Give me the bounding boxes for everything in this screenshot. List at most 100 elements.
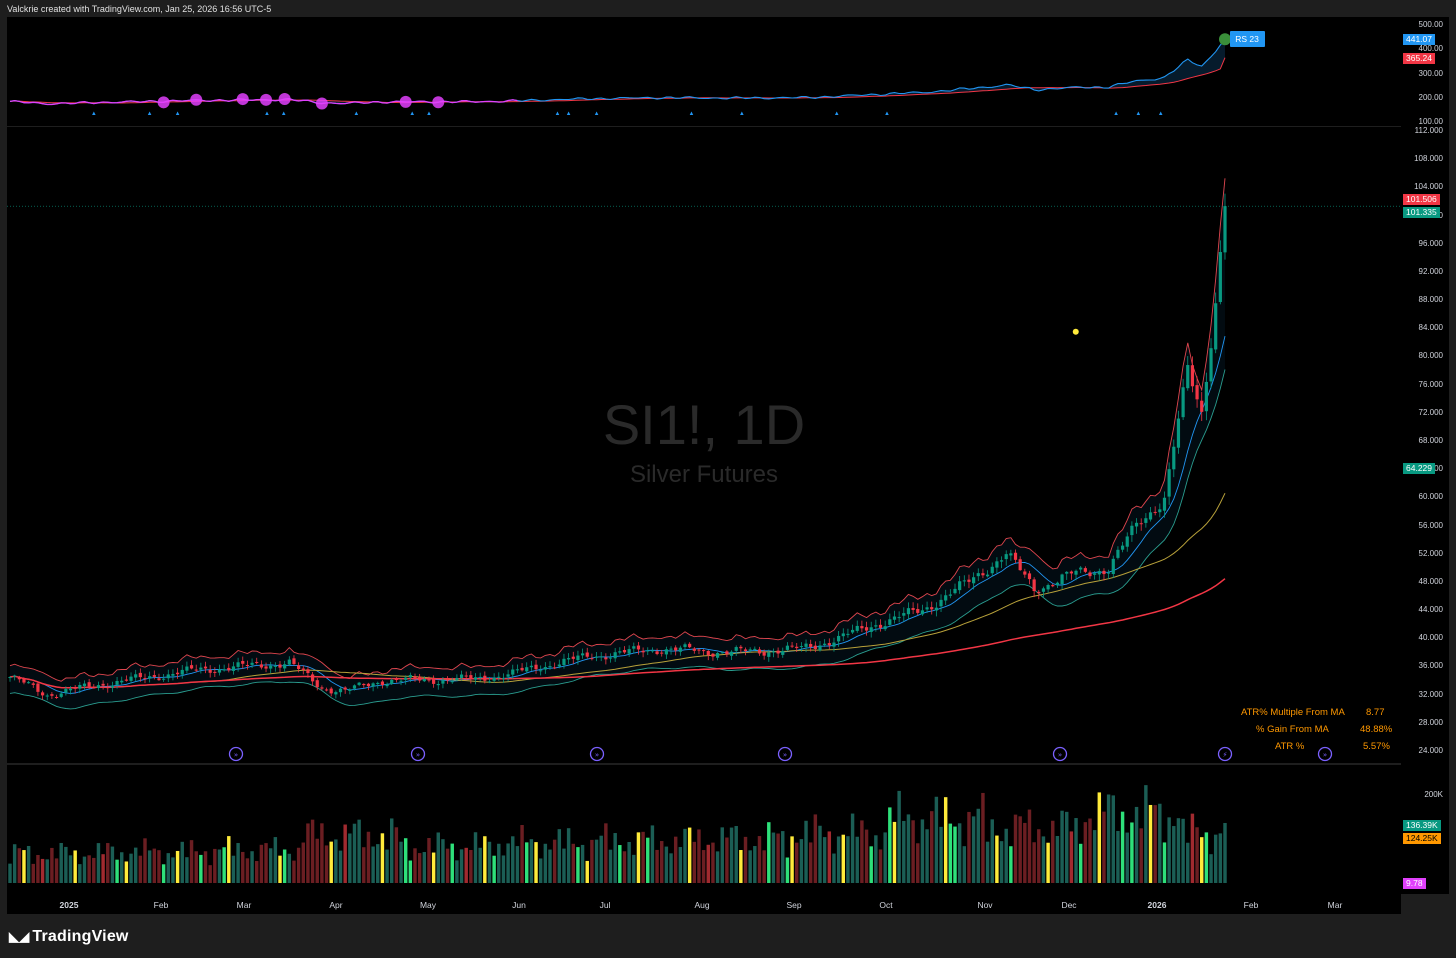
candle-body [459, 674, 464, 679]
volume-bar [892, 821, 897, 883]
rs-label-text: RS 23 [1235, 34, 1259, 44]
volume-bar [697, 829, 701, 883]
volume-bar [720, 827, 724, 883]
volume-bar [627, 841, 631, 883]
candle-body [394, 679, 398, 681]
earnings-icon-glyph: » [783, 751, 787, 759]
candle-body [590, 658, 594, 660]
volume-bar [1204, 832, 1209, 883]
price-pane[interactable]: SI1!, 1D Silver Futures » » » » » ⚡ » ATR% Mul… [7, 127, 1401, 763]
volume-bar [203, 851, 208, 883]
volume-bar [82, 856, 87, 883]
rs-marker: ▲ [1113, 111, 1119, 117]
candle-body [1079, 567, 1083, 570]
volume-bar [366, 831, 371, 883]
volume-bar [250, 851, 254, 883]
candle-body [297, 665, 301, 670]
candle-body [785, 645, 790, 650]
price-axis[interactable]: 500.00 400.00 300.00 200.00 100.00 112.000 108… [1401, 17, 1449, 894]
candle-body [101, 683, 105, 686]
volume-bar [1004, 828, 1008, 883]
candle-body [185, 666, 189, 671]
rs-axis-tick: 300.00 [1418, 68, 1443, 78]
rs-marker: ▲ [91, 111, 97, 117]
candle-body [366, 683, 371, 687]
price-value-tag: 64.229 [1403, 462, 1435, 474]
candle-body [338, 688, 343, 693]
candle-body [1037, 591, 1041, 594]
candle-body [1018, 559, 1022, 571]
rs-new-high-dot [236, 93, 249, 106]
price-axis-tick: 104.000 [1414, 182, 1443, 192]
candle-body [390, 679, 394, 684]
rs-axis-tick: 400.00 [1418, 44, 1443, 54]
price-axis-tick: 52.000 [1418, 548, 1443, 558]
volume-bar [1055, 835, 1060, 883]
candle-body [999, 560, 1004, 562]
candle-body [539, 670, 543, 672]
volume-bar [157, 850, 161, 883]
volume-bar [827, 831, 832, 883]
volume-bar [1195, 827, 1199, 883]
volume-bar [1116, 830, 1120, 883]
volume-bar [343, 824, 347, 883]
tradingview-logo[interactable]: ◣◢ TradingView [9, 928, 129, 946]
volume-bar [878, 849, 883, 883]
rs-marker: ▲ [175, 111, 181, 117]
candle-body [525, 667, 529, 672]
earnings-icon-glyph: » [1058, 751, 1062, 759]
volume-bar [930, 811, 934, 883]
rs-indicator-pane[interactable]: ▲ ▲ ▲ ▲ ▲ ▲ ▲ ▲ ▲ ▲ ▲ ▲ ▲ ▲ ▲ ▲ ▲ ▲ RS 23 [7, 17, 1401, 126]
volume-bar [417, 853, 422, 883]
volume-bar [1092, 830, 1097, 883]
candle-body [753, 648, 757, 650]
rs-label-tag [1230, 31, 1265, 47]
volume-pane[interactable] [7, 765, 1401, 894]
candle-body [40, 692, 45, 696]
volume-bar [953, 826, 957, 883]
volume-bar [552, 839, 557, 883]
volume-bar [473, 832, 478, 883]
volume-bar [1144, 785, 1148, 883]
volume-bar [217, 849, 222, 883]
candle-body [68, 688, 73, 691]
volume-bar [26, 845, 31, 883]
candle-body [646, 650, 650, 652]
volume-bar [12, 844, 17, 883]
time-axis-label: Jul [599, 900, 611, 910]
price-axis-tick: 108.000 [1414, 154, 1443, 164]
volume-bar [469, 849, 473, 883]
rs-marker: ▲ [1135, 111, 1141, 117]
volume-bar [1209, 854, 1213, 883]
candle-body [1041, 588, 1046, 592]
candle-body [976, 573, 980, 577]
rs-axis-tick: 100.00 [1418, 117, 1443, 126]
volume-bar [673, 836, 678, 883]
candle-body [641, 650, 645, 653]
volume-bar [92, 857, 96, 883]
volume-bar [976, 808, 980, 883]
volume-bar [576, 847, 580, 883]
candle-body [543, 667, 547, 670]
volume-bar [492, 855, 496, 883]
candle-body [860, 626, 864, 629]
rs-marker: ▲ [739, 111, 745, 117]
price-axis-tick: 80.000 [1418, 351, 1443, 361]
time-axis[interactable]: 2025 Feb Mar Apr May Jun Jul Aug Sep Oct Nov Dec 202… [7, 894, 1401, 914]
candle-body [934, 607, 938, 611]
volume-bar [194, 851, 198, 883]
rs-axis-tick: 500.00 [1418, 20, 1443, 29]
volume-bar [632, 854, 636, 883]
volume-bar [538, 858, 543, 883]
candle-body [450, 681, 454, 683]
volume-bar [1111, 795, 1115, 883]
volume-bar [1190, 813, 1195, 883]
rs-line-chart: ▲ ▲ ▲ ▲ ▲ ▲ ▲ ▲ ▲ ▲ ▲ ▲ ▲ ▲ ▲ ▲ ▲ ▲ RS 23 [9, 31, 1265, 117]
candle-body [930, 607, 934, 610]
rs-marker: ▲ [281, 111, 287, 117]
volume-bar [450, 843, 454, 883]
rs-new-high-dot [278, 93, 291, 106]
volume-bar [1018, 816, 1022, 883]
volume-bar [199, 854, 203, 883]
volume-bar [869, 846, 873, 883]
